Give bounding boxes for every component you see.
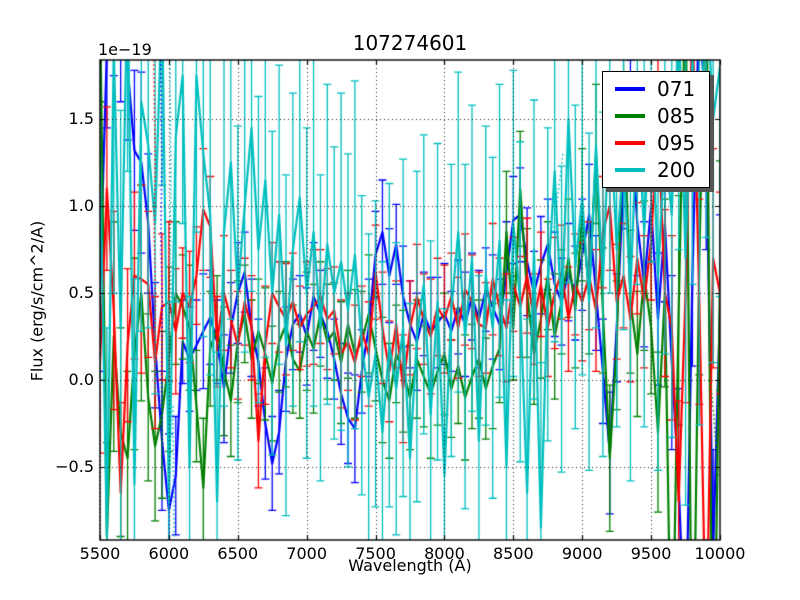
x-tick-label: 10000 [694, 544, 746, 563]
legend-entry-071: 071 [615, 79, 709, 99]
legend-line-sample-cyan [615, 167, 645, 172]
legend-entry-085: 085 [615, 106, 709, 126]
y-tick-label: −0.5 [55, 456, 94, 476]
x-tick-label: 5500 [79, 544, 121, 563]
x-tick-label: 9500 [630, 544, 672, 563]
legend-entry-095: 095 [615, 133, 709, 153]
x-axis-label: Wavelength (A) [348, 556, 472, 575]
y-tick-label: 1.5 [68, 109, 94, 129]
legend-line-sample-red [615, 140, 645, 145]
x-tick-label: 6000 [148, 544, 190, 563]
y-tick-label: 0.0 [68, 370, 94, 389]
x-tick-label: 7500 [355, 544, 396, 563]
legend-line-sample-green [615, 114, 645, 119]
y-tick-label: 0.5 [68, 283, 94, 303]
y-tick-label: 1.0 [68, 196, 94, 216]
x-tick-label: 7000 [286, 544, 328, 563]
legend-line-sample-blue [615, 87, 645, 92]
x-tick-label: 6500 [217, 544, 259, 563]
y-axis-offset-text: 1e−19 [98, 40, 152, 59]
legend-label: 085 [657, 104, 696, 129]
chart-title: 107274601 [352, 31, 468, 55]
legend-label: 095 [657, 130, 696, 155]
legend-label: 200 [657, 157, 696, 182]
legend-entry-200: 200 [615, 160, 709, 180]
x-tick-label: 9000 [561, 544, 603, 563]
x-tick-label: 8500 [492, 544, 534, 563]
legend-label: 071 [657, 77, 696, 102]
x-tick-label: 8000 [424, 544, 465, 563]
legend: 071 085 095 200 [602, 71, 710, 188]
